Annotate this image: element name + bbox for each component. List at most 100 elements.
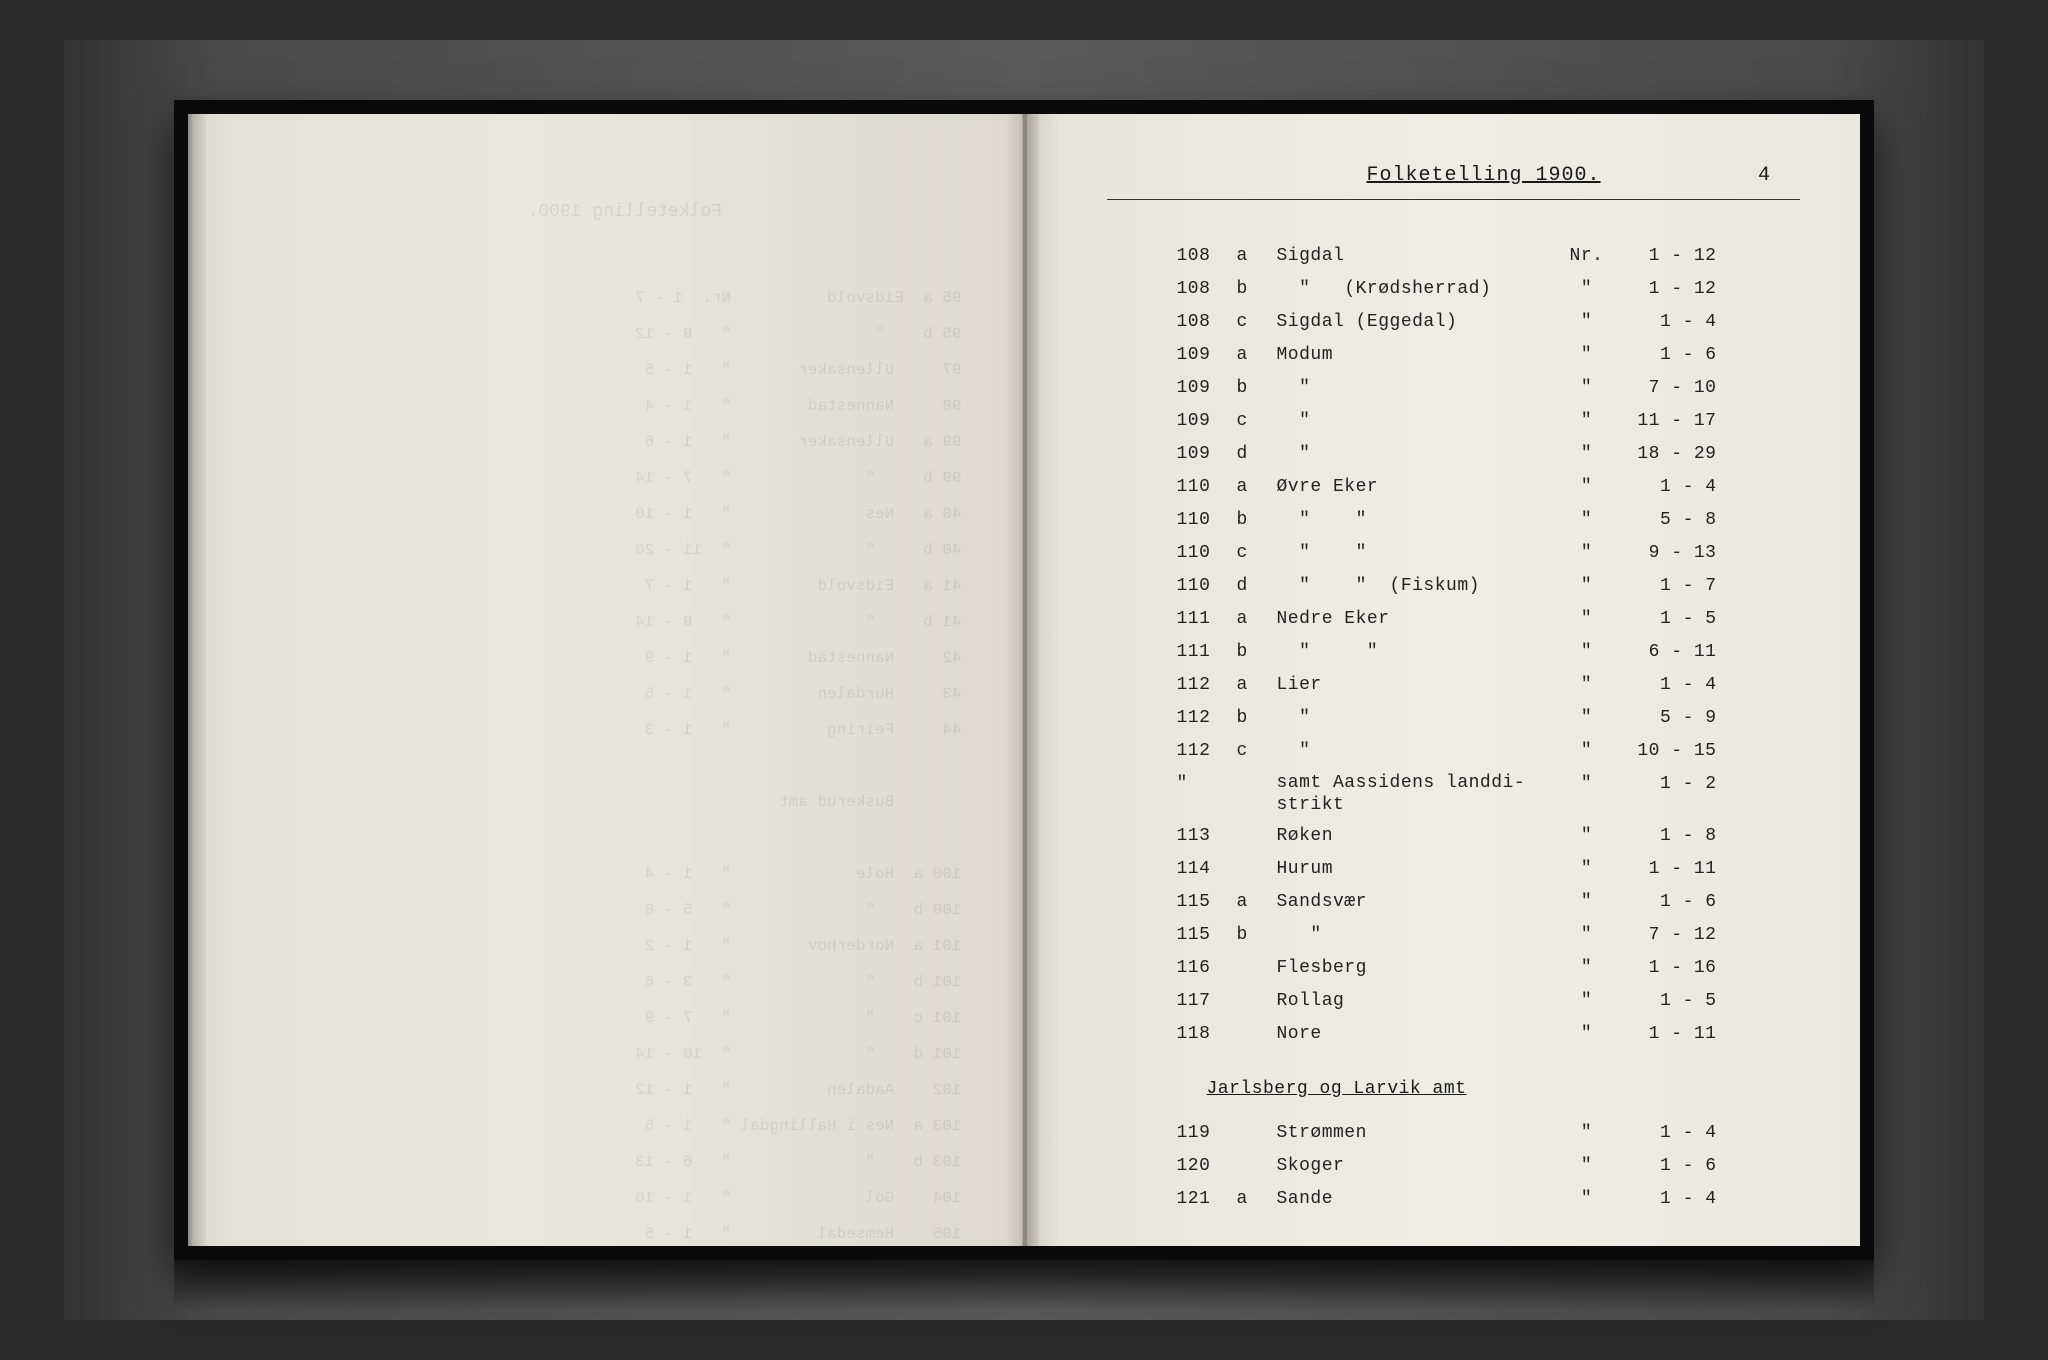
table-row: 109b "" 7 - 10 — [1177, 372, 1801, 405]
entry-number: 113 — [1177, 820, 1237, 853]
ghost-line: 42 Nannestad " 1 - 9 — [288, 640, 962, 676]
entry-name: " — [1277, 735, 1557, 768]
entry-subletter: a — [1237, 240, 1277, 273]
table-row: 108cSigdal (Eggedal)" 1 - 4 — [1177, 306, 1801, 339]
entry-number: 110 — [1177, 537, 1237, 570]
entry-number: 109 — [1177, 339, 1237, 372]
entry-nr-label: " — [1557, 886, 1617, 919]
ghost-line: 95 b " " 8 - 12 — [288, 316, 962, 352]
entry-name: Sigdal (Eggedal) — [1277, 306, 1557, 339]
entry-range: 1 - 8 — [1617, 820, 1717, 853]
entry-name: " — [1277, 919, 1557, 952]
entry-nr-label: " — [1557, 306, 1617, 339]
entry-nr-label: " — [1557, 438, 1617, 471]
entry-number: 112 — [1177, 702, 1237, 735]
ghost-line: 101 c " " 7 - 9 — [288, 1000, 962, 1036]
entry-number: 110 — [1177, 504, 1237, 537]
entry-number: 112 — [1177, 735, 1237, 768]
entry-subletter: b — [1237, 636, 1277, 669]
entry-nr-label: " — [1557, 1183, 1617, 1216]
page-title: Folketelling 1900. — [1367, 164, 1601, 187]
entry-subletter — [1237, 1150, 1277, 1183]
ghost-line: 103 a Nes i Hallingdal " 1 - 5 — [288, 1108, 962, 1144]
ghost-line: 98 Nannestad " 1 - 4 — [288, 388, 962, 424]
entry-number: 110 — [1177, 471, 1237, 504]
entry-nr-label: " — [1557, 820, 1617, 853]
entry-name: Skoger — [1277, 1150, 1557, 1183]
entry-subletter: c — [1237, 405, 1277, 438]
ghost-line — [288, 748, 962, 784]
entry-range: 5 - 9 — [1617, 702, 1717, 735]
entry-name: Sigdal — [1277, 240, 1557, 273]
table-row: 110d " " (Fiskum)" 1 - 7 — [1177, 570, 1801, 603]
entry-range: 1 - 4 — [1617, 1183, 1717, 1216]
entry-subletter — [1237, 853, 1277, 886]
entry-range: 1 - 11 — [1617, 853, 1717, 886]
entry-range: 10 - 15 — [1617, 735, 1717, 768]
entry-range: 5 - 8 — [1617, 504, 1717, 537]
page-number: 4 — [1758, 164, 1770, 187]
table-row: 120Skoger" 1 - 6 — [1177, 1150, 1801, 1183]
entry-name: " — [1277, 438, 1557, 471]
entry-name: Modum — [1277, 339, 1557, 372]
table-row: 112c ""10 - 15 — [1177, 735, 1801, 768]
entry-subletter: a — [1237, 886, 1277, 919]
entry-range: 1 - 2 — [1617, 768, 1717, 820]
entry-nr-label: Nr. — [1557, 240, 1617, 273]
entry-nr-label: " — [1557, 669, 1617, 702]
table-row: 110b " "" 5 - 8 — [1177, 504, 1801, 537]
entry-subletter: b — [1237, 273, 1277, 306]
ghost-line — [288, 820, 962, 856]
entry-name: " " — [1277, 537, 1557, 570]
scanner-background: Folketelling 1900. 95 a Eidsvold Nr. 1 -… — [64, 40, 1984, 1320]
entry-nr-label: " — [1557, 273, 1617, 306]
ghost-line: 104 Gol " 1 - 10 — [288, 1180, 962, 1216]
entry-nr-label: " — [1557, 952, 1617, 985]
ghost-title: Folketelling 1900. — [288, 194, 962, 230]
entry-number: 111 — [1177, 603, 1237, 636]
entry-name: Sande — [1277, 1183, 1557, 1216]
entries-list: 108aSigdalNr. 1 - 12108b " (Krødsherrad)… — [1107, 240, 1801, 1051]
entry-range: 6 - 11 — [1617, 636, 1717, 669]
ghost-line: 99 b " " 7 - 14 — [288, 460, 962, 496]
entry-range: 1 - 7 — [1617, 570, 1717, 603]
ghost-line: 102 Aadalen " 1 - 12 — [288, 1072, 962, 1108]
entry-name: Øvre Eker — [1277, 471, 1557, 504]
entry-subletter: c — [1237, 537, 1277, 570]
entry-nr-label: " — [1557, 405, 1617, 438]
entry-name: Hurum — [1277, 853, 1557, 886]
entry-subletter: a — [1237, 669, 1277, 702]
ghost-line: Buskerud amt — [288, 784, 962, 820]
entry-number: 112 — [1177, 669, 1237, 702]
entry-subletter — [1237, 768, 1277, 820]
table-row: 117Rollag" 1 - 5 — [1177, 985, 1801, 1018]
entry-name: " " — [1277, 504, 1557, 537]
ghost-line: 95 a Eidsvold Nr. 1 - 7 — [288, 280, 962, 316]
entry-nr-label: " — [1557, 735, 1617, 768]
entry-number: 108 — [1177, 306, 1237, 339]
entry-subletter: b — [1237, 372, 1277, 405]
table-row: 118Nore" 1 - 11 — [1177, 1018, 1801, 1051]
entry-name: " " (Fiskum) — [1277, 570, 1557, 603]
book-shadow — [174, 1260, 1874, 1310]
entry-nr-label: " — [1557, 537, 1617, 570]
entry-nr-label: " — [1557, 471, 1617, 504]
entry-range: 7 - 10 — [1617, 372, 1717, 405]
ghost-line: 40 a Nes " 1 - 10 — [288, 496, 962, 532]
table-row: 115aSandsvær" 1 - 6 — [1177, 886, 1801, 919]
entry-name: Strømmen — [1277, 1117, 1557, 1150]
entry-subletter: a — [1237, 1183, 1277, 1216]
ghost-line: 105 Hemsedal " 1 - 5 — [288, 1216, 962, 1246]
entry-range: 1 - 6 — [1617, 1150, 1717, 1183]
entry-range: 1 - 4 — [1617, 1117, 1717, 1150]
entry-range: 11 - 17 — [1617, 405, 1717, 438]
entry-range: 1 - 11 — [1617, 1018, 1717, 1051]
entry-name: " — [1277, 702, 1557, 735]
entry-name: " (Krødsherrad) — [1277, 273, 1557, 306]
ghost-line: 101 d " " 10 - 14 — [288, 1036, 962, 1072]
ghost-lines: 95 a Eidsvold Nr. 1 - 795 b " " 8 - 1297… — [288, 280, 962, 1246]
entry-number: 121 — [1177, 1183, 1237, 1216]
entry-subletter: b — [1237, 919, 1277, 952]
ghost-line: 100 b " " 5 - 8 — [288, 892, 962, 928]
ghost-line: 99 a Ullensaker " 1 - 6 — [288, 424, 962, 460]
